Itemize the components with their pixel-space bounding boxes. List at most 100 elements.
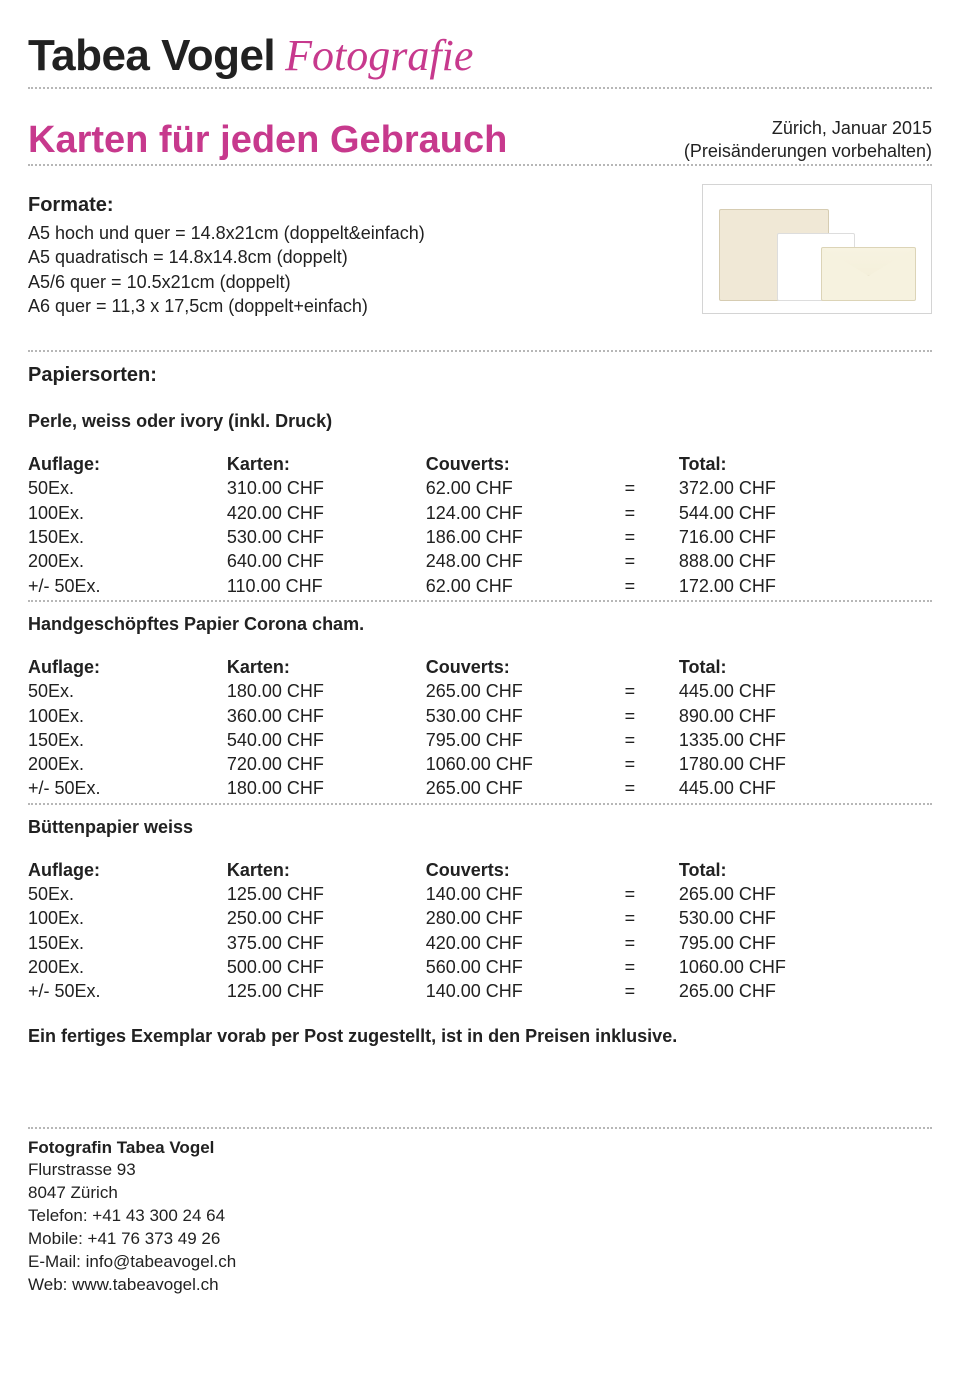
page-title: Karten für jeden Gebrauch (28, 119, 507, 162)
cell: 140.00 CHF (426, 882, 625, 906)
cell: 110.00 CHF (227, 574, 426, 598)
col-eq (625, 858, 679, 882)
cell: = (625, 776, 679, 800)
cell: 310.00 CHF (227, 476, 426, 500)
table-row: 100Ex.250.00 CHF280.00 CHF=530.00 CHF (28, 906, 932, 930)
footer-street: Flurstrasse 93 (28, 1159, 932, 1182)
cell: 200Ex. (28, 549, 227, 573)
location-date: Zürich, Januar 2015 (684, 117, 932, 140)
cell: 280.00 CHF (426, 906, 625, 930)
col-couverts: Couverts: (426, 858, 625, 882)
cell: 530.00 CHF (426, 704, 625, 728)
table-row: 150Ex.530.00 CHF186.00 CHF=716.00 CHF (28, 525, 932, 549)
cell: 265.00 CHF (426, 776, 625, 800)
cell: 62.00 CHF (426, 574, 625, 598)
cell: 420.00 CHF (227, 501, 426, 525)
cell: = (625, 501, 679, 525)
cell: 150Ex. (28, 728, 227, 752)
price-table: Auflage: Karten: Couverts: Total: 50Ex.1… (28, 655, 932, 801)
cell: 62.00 CHF (426, 476, 625, 500)
cell: 360.00 CHF (227, 704, 426, 728)
papersorts-title: Papiersorten: (28, 364, 932, 387)
table-row: 50Ex.310.00 CHF62.00 CHF=372.00 CHF (28, 476, 932, 500)
cell: +/- 50Ex. (28, 574, 227, 598)
cell: 248.00 CHF (426, 549, 625, 573)
cell: 150Ex. (28, 931, 227, 955)
table-row: 200Ex.500.00 CHF560.00 CHF=1060.00 CHF (28, 955, 932, 979)
price-table: Auflage: Karten: Couverts: Total: 50Ex.3… (28, 452, 932, 598)
cell: 172.00 CHF (679, 574, 932, 598)
cell: 50Ex. (28, 476, 227, 500)
price-disclaimer: (Preisänderungen vorbehalten) (684, 140, 932, 163)
title-row: Karten für jeden Gebrauch Zürich, Januar… (28, 117, 932, 162)
footer-tel: Telefon: +41 43 300 24 64 (28, 1205, 932, 1228)
divider (28, 164, 932, 166)
logo-subtitle: Fotografie (285, 30, 473, 81)
table-row: +/- 50Ex.110.00 CHF62.00 CHF=172.00 CHF (28, 574, 932, 598)
formats-section: Formate: A5 hoch und quer = 14.8x21cm (d… (28, 194, 932, 318)
cell: 372.00 CHF (679, 476, 932, 500)
table-row: 100Ex.360.00 CHF530.00 CHF=890.00 CHF (28, 704, 932, 728)
cell: 1060.00 CHF (426, 752, 625, 776)
table-header-row: Auflage: Karten: Couverts: Total: (28, 452, 932, 476)
cell: 100Ex. (28, 501, 227, 525)
divider (28, 600, 932, 602)
cell: = (625, 525, 679, 549)
cell: 1335.00 CHF (679, 728, 932, 752)
cell: 200Ex. (28, 752, 227, 776)
cell: 445.00 CHF (679, 776, 932, 800)
cell: 544.00 CHF (679, 501, 932, 525)
cell: 795.00 CHF (426, 728, 625, 752)
table-title: Büttenpapier weiss (28, 817, 932, 838)
table-row: 200Ex.720.00 CHF1060.00 CHF=1780.00 CHF (28, 752, 932, 776)
cell: 530.00 CHF (679, 906, 932, 930)
cell: 420.00 CHF (426, 931, 625, 955)
table-header-row: Auflage: Karten: Couverts: Total: (28, 655, 932, 679)
footer: Fotografin Tabea Vogel Flurstrasse 93 80… (28, 1127, 932, 1298)
footer-email: E-Mail: info@tabeavogel.ch (28, 1251, 932, 1274)
col-auflage: Auflage: (28, 655, 227, 679)
cell: +/- 50Ex. (28, 979, 227, 1003)
cell: 890.00 CHF (679, 704, 932, 728)
cell: 640.00 CHF (227, 549, 426, 573)
logo-name: Tabea Vogel (28, 31, 275, 81)
cell: = (625, 704, 679, 728)
col-total: Total: (679, 655, 932, 679)
sample-cards-image (702, 184, 932, 314)
cell: 50Ex. (28, 882, 227, 906)
cell: 375.00 CHF (227, 931, 426, 955)
cell: 50Ex. (28, 679, 227, 703)
cell: 888.00 CHF (679, 549, 932, 573)
cell: 124.00 CHF (426, 501, 625, 525)
col-couverts: Couverts: (426, 452, 625, 476)
cell: 560.00 CHF (426, 955, 625, 979)
divider (28, 1127, 932, 1129)
cell: 150Ex. (28, 525, 227, 549)
cell: 720.00 CHF (227, 752, 426, 776)
envelope-sample-icon (821, 247, 916, 301)
col-eq (625, 452, 679, 476)
footer-city: 8047 Zürich (28, 1182, 932, 1205)
cell: 500.00 CHF (227, 955, 426, 979)
header-meta: Zürich, Januar 2015 (Preisänderungen vor… (684, 117, 932, 162)
cell: 186.00 CHF (426, 525, 625, 549)
col-eq (625, 655, 679, 679)
cell: 530.00 CHF (227, 525, 426, 549)
table-row: 150Ex.375.00 CHF420.00 CHF=795.00 CHF (28, 931, 932, 955)
table-row: 150Ex.540.00 CHF795.00 CHF=1335.00 CHF (28, 728, 932, 752)
col-total: Total: (679, 858, 932, 882)
cell: = (625, 728, 679, 752)
table-row: 50Ex.180.00 CHF265.00 CHF=445.00 CHF (28, 679, 932, 703)
cell: 716.00 CHF (679, 525, 932, 549)
price-table: Auflage: Karten: Couverts: Total: 50Ex.1… (28, 858, 932, 1004)
cell: 180.00 CHF (227, 679, 426, 703)
table-row: +/- 50Ex.180.00 CHF265.00 CHF=445.00 CHF (28, 776, 932, 800)
footer-mobile: Mobile: +41 76 373 49 26 (28, 1228, 932, 1251)
cell: 100Ex. (28, 704, 227, 728)
cell: 540.00 CHF (227, 728, 426, 752)
cell: 1780.00 CHF (679, 752, 932, 776)
cell: = (625, 679, 679, 703)
footer-web: Web: www.tabeavogel.ch (28, 1274, 932, 1297)
cell: 1060.00 CHF (679, 955, 932, 979)
divider (28, 350, 932, 352)
